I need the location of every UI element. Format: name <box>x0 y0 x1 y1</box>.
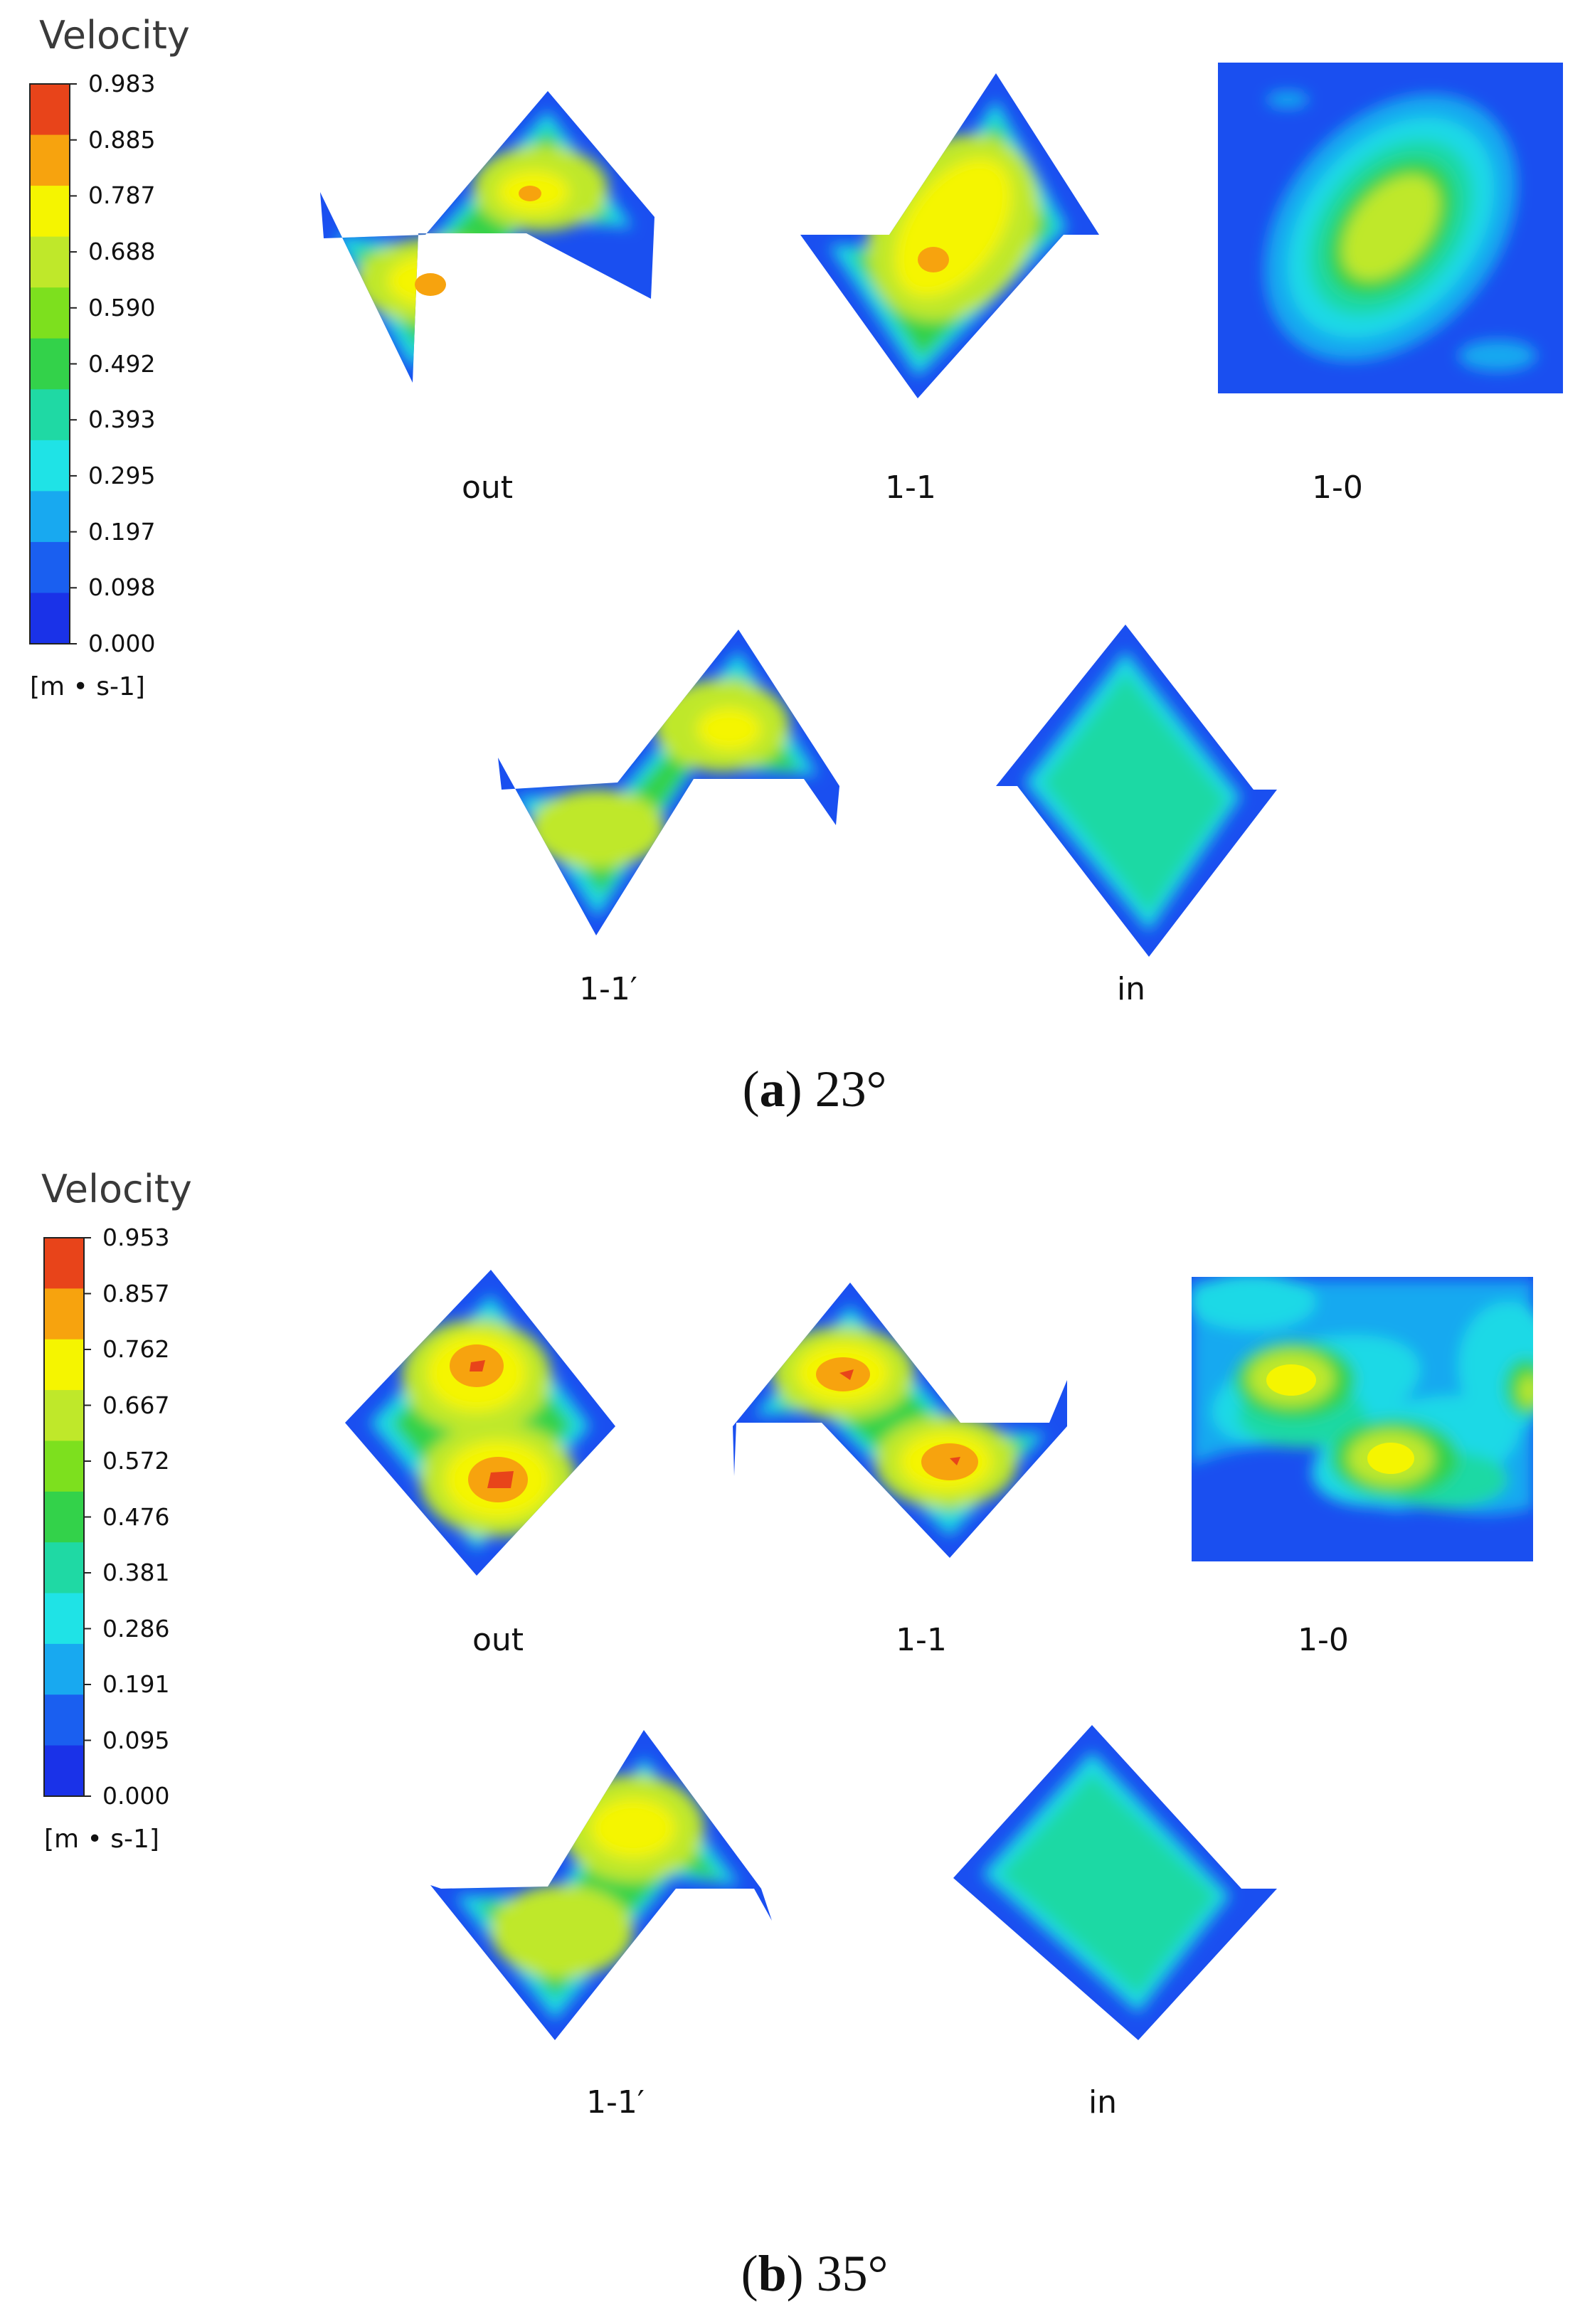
plot-label-1-1: 1-1 <box>896 1622 947 1658</box>
colorbar-tick-label: 0.000 <box>88 630 156 657</box>
colorbar-band <box>30 338 70 390</box>
colorbar-tick-label: 0.197 <box>88 517 156 546</box>
colorbar-band <box>30 134 70 186</box>
plot-label-out: out <box>472 1622 524 1658</box>
colorbar-band <box>44 1339 84 1391</box>
colorbar-band <box>44 1288 84 1340</box>
colorbar-tick-label: 0.381 <box>102 1559 170 1586</box>
colorbar-band <box>30 389 70 441</box>
contour-plot-in <box>996 625 1277 957</box>
colorbar-band <box>44 1491 84 1543</box>
plot-label-in: in <box>1116 971 1146 1007</box>
caption-a: (a) 23° <box>742 1061 887 1118</box>
contour-plot-1-1 <box>800 73 1099 398</box>
plot-label-out: out <box>461 469 514 506</box>
colorbar-tick-label: 0.762 <box>102 1335 170 1363</box>
plot-label-1-0: 1-0 <box>1312 469 1363 506</box>
colorbar-tick-label: 0.885 <box>88 125 156 154</box>
colorbar-tick-label: 0.857 <box>102 1279 170 1307</box>
colorbar-band <box>30 593 70 644</box>
colorbar-band <box>44 1542 84 1594</box>
plot-label-1-1: 1-1 <box>885 469 936 506</box>
colorbar <box>29 83 77 644</box>
colorbar-tick-label: 0.688 <box>88 238 156 266</box>
colorbar-tick-label: 0.572 <box>102 1447 170 1475</box>
caption-text: 35° <box>803 2245 889 2302</box>
caption-text: 23° <box>802 1061 887 1118</box>
colorbar-band <box>44 1745 84 1797</box>
caption-b: (b) 35° <box>741 2245 889 2302</box>
legend-unit: [m • s-1] <box>44 1825 159 1854</box>
contour-plot-1-1 <box>733 1283 1067 1558</box>
legend-title: Velocity <box>39 13 190 58</box>
colorbar-tick-label: 0.191 <box>102 1670 170 1698</box>
colorbar-tick-label: 0.095 <box>102 1726 170 1754</box>
contour-plot-1-0 <box>1192 1277 1533 1561</box>
colorbar-tick-label: 0.590 <box>88 293 156 322</box>
colorbar-tick-label: 0.787 <box>88 181 156 210</box>
plot-label-1-1-prime: 1-1′ <box>579 971 637 1007</box>
colorbar-band <box>30 84 70 136</box>
colorbar-band <box>30 541 70 593</box>
caption-letter: b <box>758 2245 787 2302</box>
contour-plot-1-1-prime <box>498 630 839 935</box>
colorbar-band <box>30 287 70 339</box>
plot-label-1-0: 1-0 <box>1298 1622 1349 1658</box>
colorbar-tick-label: 0.492 <box>88 349 156 378</box>
colorbar-tick-label: 0.295 <box>88 461 156 489</box>
plot-label-1-1-prime: 1-1′ <box>586 2084 645 2121</box>
plot-label-in: in <box>1088 2084 1118 2121</box>
colorbar-tick-label: 0.667 <box>102 1391 170 1419</box>
colorbar-tick-label: 0.098 <box>88 573 156 602</box>
caption-letter: a <box>759 1061 785 1118</box>
colorbar-band <box>30 440 70 492</box>
contour-plot-1-0 <box>1218 63 1563 393</box>
colorbar-band <box>30 236 70 288</box>
colorbar-tick-label: 0.286 <box>102 1614 170 1643</box>
contour-plot-out <box>345 1270 615 1576</box>
colorbar-tick-label: 0.393 <box>88 405 156 434</box>
colorbar-tick-label: 0.983 <box>88 70 156 97</box>
colorbar-band <box>44 1593 84 1645</box>
colorbar-band <box>44 1390 84 1441</box>
legend-title: Velocity <box>41 1167 192 1211</box>
colorbar <box>43 1237 91 1797</box>
colorbar-band <box>44 1238 84 1289</box>
colorbar-tick-label: 0.000 <box>102 1782 170 1810</box>
contour-plot-in <box>953 1725 1277 2040</box>
colorbar-band <box>44 1694 84 1746</box>
colorbar-band <box>44 1440 84 1492</box>
colorbar-tick-label: 0.476 <box>102 1502 170 1531</box>
colorbar-band <box>44 1643 84 1695</box>
colorbar-band <box>30 186 70 238</box>
colorbar-tick-label: 0.953 <box>102 1224 170 1251</box>
legend-unit: [m • s-1] <box>30 672 145 701</box>
contour-plot-1-1-prime <box>430 1730 772 2040</box>
colorbar-band <box>30 491 70 543</box>
